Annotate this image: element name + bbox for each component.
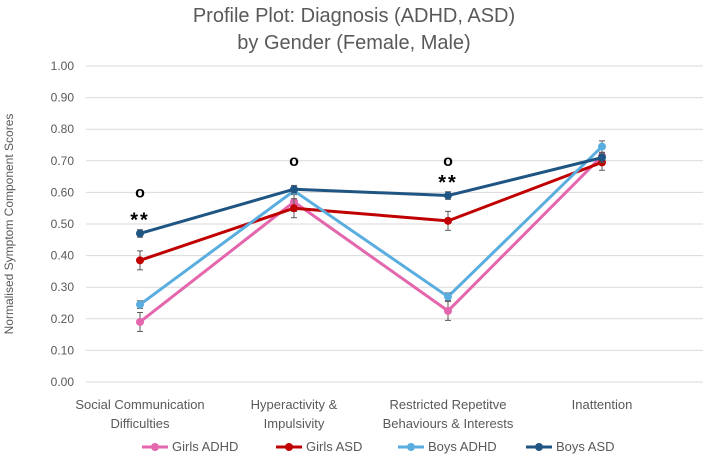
x-tick-label: Difficulties xyxy=(110,416,170,431)
legend: Girls ADHD Girls ASD Boys ADHD Boys ASD xyxy=(142,439,615,454)
legend-marker xyxy=(407,443,415,451)
data-point xyxy=(598,142,606,151)
y-tick-label: 0.70 xyxy=(51,154,75,168)
legend-label: Girls ASD xyxy=(306,439,362,454)
data-point xyxy=(444,306,452,315)
legend-label: Boys ADHD xyxy=(428,439,497,454)
y-tick-label: 0.30 xyxy=(51,280,75,294)
data-point xyxy=(444,216,452,225)
data-point xyxy=(598,153,606,162)
legend-item: Girls ADHD xyxy=(142,439,238,454)
x-axis-ticks: Social Communication Difficulties Hyperact… xyxy=(75,397,632,431)
legend-item: Girls ASD xyxy=(276,439,362,454)
series-line xyxy=(139,160,603,262)
x-tick-label: Social Communication xyxy=(75,397,204,412)
y-tick-label: 0.90 xyxy=(51,91,75,105)
y-tick-label: 0.80 xyxy=(51,122,75,136)
annotation-asterisks: ** xyxy=(438,172,458,194)
annotation-circle: o xyxy=(135,184,145,201)
y-tick-label: 0.20 xyxy=(51,312,75,326)
data-point xyxy=(136,300,144,309)
y-tick-label: 0.10 xyxy=(51,343,75,357)
series-lines xyxy=(136,140,606,332)
y-tick-label: 0.50 xyxy=(51,217,75,231)
series-girls-adhd xyxy=(136,147,606,332)
title-line-1: by Gender (Female, Male) xyxy=(237,32,470,54)
series-line xyxy=(139,156,603,235)
data-point xyxy=(136,229,144,238)
annotation-asterisks: ** xyxy=(130,210,150,232)
x-tick-label: Behaviours & Interests xyxy=(383,416,514,431)
y-axis-ticks: 0.00 0.10 0.20 0.30 0.40 0.50 0.60 0.70 0.80 0.90… xyxy=(51,59,75,389)
legend-marker xyxy=(535,443,543,451)
y-tick-label: 0.60 xyxy=(51,185,75,199)
x-tick-label: Restricted Repetitve xyxy=(389,397,506,412)
series-line xyxy=(139,145,604,306)
x-tick-label: Inattention xyxy=(572,397,633,412)
y-tick-label: 0.40 xyxy=(51,249,75,263)
significance-annotations: ** o o ** o xyxy=(130,153,458,232)
x-tick-label: Hyperactivity & xyxy=(251,397,338,412)
annotation-circle: o xyxy=(443,153,453,170)
data-point xyxy=(290,185,298,194)
data-point xyxy=(444,292,452,301)
gridlines xyxy=(86,65,703,383)
x-tick-label: Impulsivity xyxy=(264,416,325,431)
legend-label: Boys ASD xyxy=(556,439,615,454)
legend-item: Boys ADHD xyxy=(398,439,497,454)
data-point xyxy=(136,256,144,265)
chart-title: Profile Plot: Diagnosis (ADHD, ASD) by Ge… xyxy=(193,5,515,54)
legend-marker xyxy=(285,443,293,451)
y-tick-label: 1.00 xyxy=(51,59,75,73)
title-line-0: Profile Plot: Diagnosis (ADHD, ASD) xyxy=(193,5,515,27)
y-axis-label: Normalised Symptom Component Scores xyxy=(2,114,16,335)
legend-label: Girls ADHD xyxy=(172,439,238,454)
data-point xyxy=(136,317,144,326)
series-line xyxy=(139,155,604,324)
legend-item: Boys ASD xyxy=(526,439,615,454)
annotation-circle: o xyxy=(289,153,299,170)
y-tick-label: 0.00 xyxy=(51,375,75,389)
legend-marker xyxy=(151,443,159,451)
data-point xyxy=(444,191,452,200)
data-point xyxy=(290,204,298,213)
series-boys-asd xyxy=(136,152,606,238)
